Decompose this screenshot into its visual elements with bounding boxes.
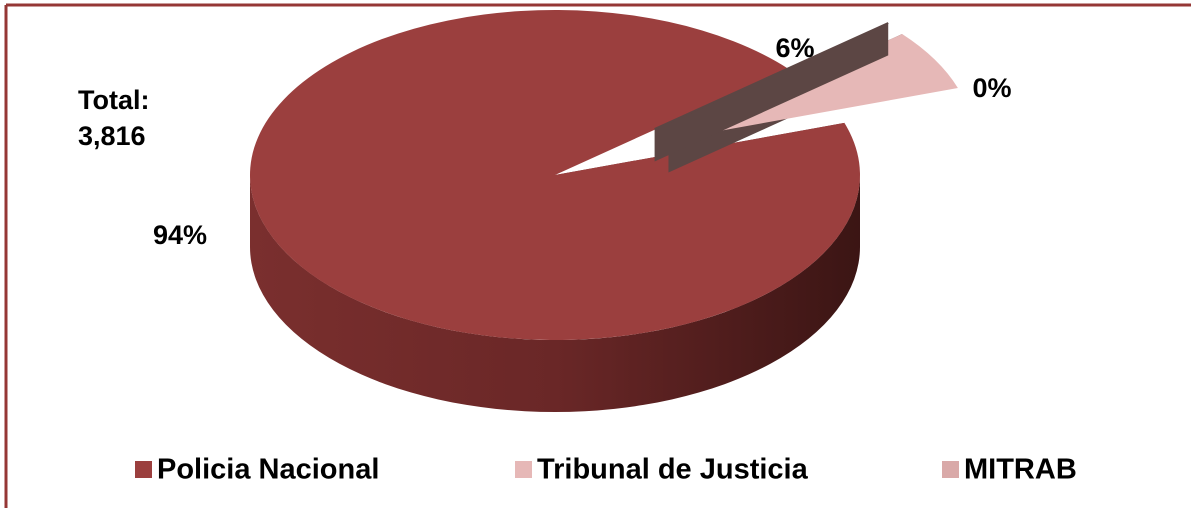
slice-face [654, 22, 889, 162]
annotation: Total: [78, 85, 149, 115]
legend-label: Policia Nacional [157, 454, 379, 486]
data-label: 94% [153, 220, 207, 250]
legend-swatch [515, 461, 532, 478]
legend-swatch [942, 461, 959, 478]
annotation: 3,816 [78, 121, 146, 151]
data-label: 6% [775, 33, 814, 63]
data-label: 0% [972, 73, 1011, 103]
legend-swatch [135, 461, 152, 478]
legend-label: Tribunal de Justicia [537, 454, 809, 486]
slice [249, 9, 861, 340]
slice [654, 22, 889, 130]
slice-wall [250, 175, 860, 412]
legend-label: MITRAB [964, 454, 1077, 486]
